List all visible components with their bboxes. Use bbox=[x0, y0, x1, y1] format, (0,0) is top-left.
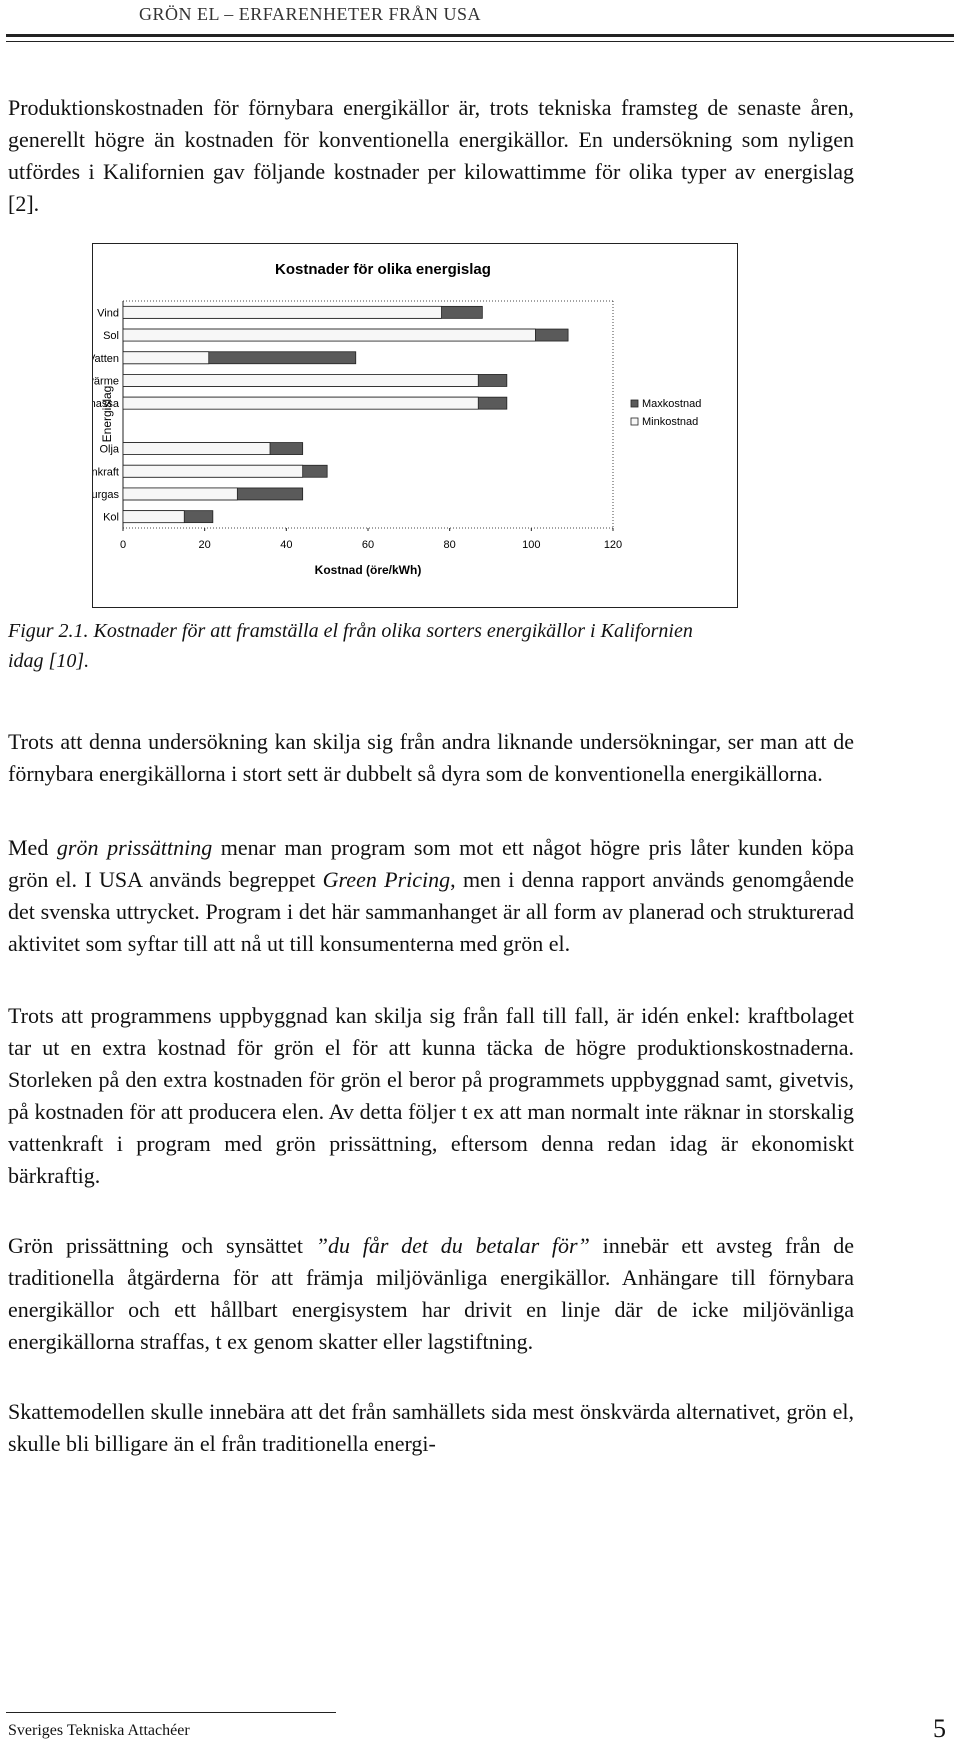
emphasis: grön prissättning bbox=[56, 835, 213, 860]
bar bbox=[122, 305, 442, 319]
emphasis: Green Pricing bbox=[322, 867, 451, 892]
bar bbox=[122, 328, 536, 342]
bar bbox=[122, 396, 479, 410]
y-tick-label: Sol bbox=[103, 330, 119, 342]
paragraph: Grön prissättning och synsättet ”du får … bbox=[8, 1230, 854, 1358]
legend-label: Minkostnad bbox=[642, 416, 698, 428]
x-tick-label: 0 bbox=[120, 539, 126, 551]
x-tick-label: 20 bbox=[199, 539, 211, 551]
header-rule bbox=[6, 41, 954, 42]
page-number: 5 bbox=[933, 1714, 946, 1743]
text: innebär ett avsteg från de traditionella… bbox=[8, 1233, 854, 1354]
text: Trots att denna undersökning kan skilja … bbox=[8, 729, 854, 786]
bar bbox=[122, 351, 210, 365]
x-tick-label: 40 bbox=[280, 539, 292, 551]
paragraph: Trots att programmens uppbyggnad kan ski… bbox=[8, 1000, 854, 1192]
figure-caption: Figur 2.1. Kostnader för att framställa … bbox=[8, 620, 693, 672]
text: , men i denna rapport används genomgåend… bbox=[8, 867, 855, 956]
chart: Kostnader för olika energislag Energisla… bbox=[67, 261, 701, 577]
text: Skattemodellen skulle innebära att det f… bbox=[8, 1399, 854, 1456]
chart-frame: Kostnader för olika energislag Energisla… bbox=[67, 243, 738, 608]
x-tick-label: 80 bbox=[444, 539, 456, 551]
y-tick-label: Olja bbox=[99, 444, 119, 456]
y-axis-label: Energislag bbox=[100, 386, 114, 443]
legend-swatch bbox=[630, 399, 639, 408]
text: Trots att programmens uppbyggnad kan ski… bbox=[8, 1003, 854, 1188]
y-tick-label: Vatten bbox=[93, 353, 119, 365]
paragraph: Trots att denna undersökning kan skilja … bbox=[8, 726, 854, 790]
x-tick-label: 60 bbox=[362, 539, 374, 551]
y-tick-label: Kol bbox=[103, 512, 119, 524]
y-tick-label: Biomassa bbox=[93, 398, 120, 410]
x-axis-label: Kostnad (öre/kWh) bbox=[315, 563, 422, 577]
bar bbox=[122, 374, 479, 387]
emphasis: ”du får det du betalar för” bbox=[315, 1233, 590, 1258]
y-tick-label: Vind bbox=[97, 307, 119, 319]
legend-swatch bbox=[630, 417, 639, 426]
legend-label: Maxkostnad bbox=[642, 398, 701, 410]
bar bbox=[122, 442, 271, 455]
y-tick-label: Jordvärme bbox=[93, 375, 119, 387]
y-tick-label: Kärnkraft bbox=[93, 466, 119, 478]
chart-title: Kostnader för olika energislag bbox=[275, 261, 491, 278]
bar bbox=[122, 464, 304, 478]
text: Grön prissättning och synsättet bbox=[8, 1233, 316, 1258]
bar bbox=[122, 487, 238, 501]
header-rule bbox=[6, 34, 954, 37]
text: Med bbox=[8, 835, 57, 860]
running-header: GRÖN EL – ERFARENHETER FRÅN USA bbox=[138, 4, 481, 24]
bar bbox=[122, 510, 185, 524]
x-tick-label: 120 bbox=[604, 539, 622, 551]
text: menar man program som mot ett något högr… bbox=[8, 835, 855, 892]
footer-text: Sveriges Tekniska Attachéer bbox=[8, 1722, 190, 1739]
y-tick-label: Naturgas bbox=[93, 489, 119, 501]
x-tick-label: 100 bbox=[522, 539, 540, 551]
paragraph: Skattemodellen skulle innebära att det f… bbox=[8, 1396, 854, 1460]
paragraph: Produktionskostnaden för förnybara energ… bbox=[8, 95, 854, 216]
paragraph: Med grön prissättning menar man program … bbox=[8, 832, 854, 960]
footer-rule bbox=[6, 1712, 336, 1713]
